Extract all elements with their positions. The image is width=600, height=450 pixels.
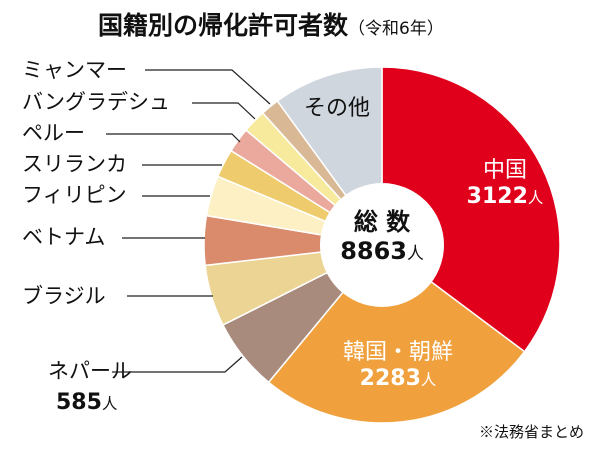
leader-line-0 <box>145 69 271 105</box>
chart-title: 国籍別の帰化許可者数（令和6年） <box>98 6 444 42</box>
pie-slice-1 <box>267 243 526 424</box>
total-value: 8863 <box>340 236 407 265</box>
korea-name: 韓国・朝鮮 <box>342 340 453 365</box>
donut-hole <box>320 183 444 307</box>
unit: 人 <box>407 242 424 263</box>
label-nepal: ネパール <box>48 359 132 383</box>
label-korea: 韓国・朝鮮 2283人 <box>333 340 463 393</box>
label-srilanka: スリランカ <box>22 152 127 176</box>
china-value: 3122 <box>466 184 528 210</box>
center-total: 総 数 8863人 <box>322 208 442 266</box>
source-note: ※法務省まとめ <box>478 423 584 441</box>
label-peru: ペルー <box>22 121 85 145</box>
label-myanmar: ミャンマー <box>22 58 127 82</box>
leader-line-7 <box>112 356 243 373</box>
label-nepal-value: 585人 <box>56 392 117 414</box>
unit: 人 <box>101 395 118 413</box>
leader-line-1 <box>192 102 256 120</box>
label-bangladesh: バングラデシュ <box>22 90 171 114</box>
label-philippines: フィリピン <box>22 183 127 207</box>
nepal-value: 585 <box>56 390 102 415</box>
label-other: その他 <box>304 96 371 121</box>
korea-value: 2283 <box>359 366 421 392</box>
title-text: 国籍別の帰化許可者数 <box>98 11 349 40</box>
unit: 人 <box>527 189 544 208</box>
center-label: 総 数 <box>353 208 411 236</box>
china-name: 中国 <box>482 158 527 183</box>
unit: 人 <box>420 371 437 390</box>
subtitle-text: （令和6年） <box>348 19 444 39</box>
label-brazil: ブラジル <box>22 284 106 308</box>
leader-line-2 <box>106 133 241 143</box>
pie-slice-0 <box>381 66 561 353</box>
label-vietnam: ベトナム <box>22 225 106 249</box>
label-china: 中国 3122人 <box>450 158 560 211</box>
